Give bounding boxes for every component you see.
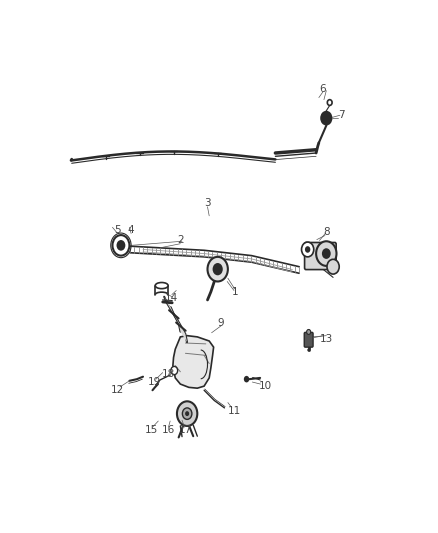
Circle shape [212,263,223,276]
Text: 18: 18 [162,369,175,379]
Circle shape [305,246,311,253]
Text: 11: 11 [228,406,241,416]
Circle shape [327,100,332,106]
Circle shape [307,329,311,334]
Circle shape [208,257,228,281]
Circle shape [244,376,249,383]
Text: 10: 10 [259,381,272,391]
Circle shape [316,241,336,266]
Circle shape [307,349,310,352]
Text: 19: 19 [148,377,162,387]
Text: 14: 14 [165,293,179,303]
Circle shape [185,411,189,416]
Text: 8: 8 [323,227,330,237]
Text: 7: 7 [338,110,345,120]
Circle shape [177,401,197,426]
Text: 12: 12 [111,385,124,395]
Circle shape [320,111,332,126]
Text: 4: 4 [128,225,134,235]
Text: 1: 1 [231,287,238,297]
Text: 9: 9 [218,318,224,327]
Text: 2: 2 [177,236,184,245]
Text: 3: 3 [204,198,211,208]
Text: 17: 17 [179,425,192,435]
FancyBboxPatch shape [304,243,336,270]
Text: 5: 5 [114,225,121,235]
Text: 6: 6 [320,84,326,94]
Polygon shape [173,336,214,388]
FancyBboxPatch shape [304,333,313,347]
Circle shape [113,235,130,256]
Circle shape [182,408,192,419]
Text: 15: 15 [145,425,158,435]
Text: 16: 16 [162,425,175,435]
Circle shape [171,366,178,375]
Circle shape [322,248,331,259]
Circle shape [327,260,339,274]
Circle shape [117,240,125,251]
Polygon shape [164,297,187,342]
Ellipse shape [155,282,168,289]
Circle shape [301,242,314,257]
Text: 13: 13 [320,334,333,344]
